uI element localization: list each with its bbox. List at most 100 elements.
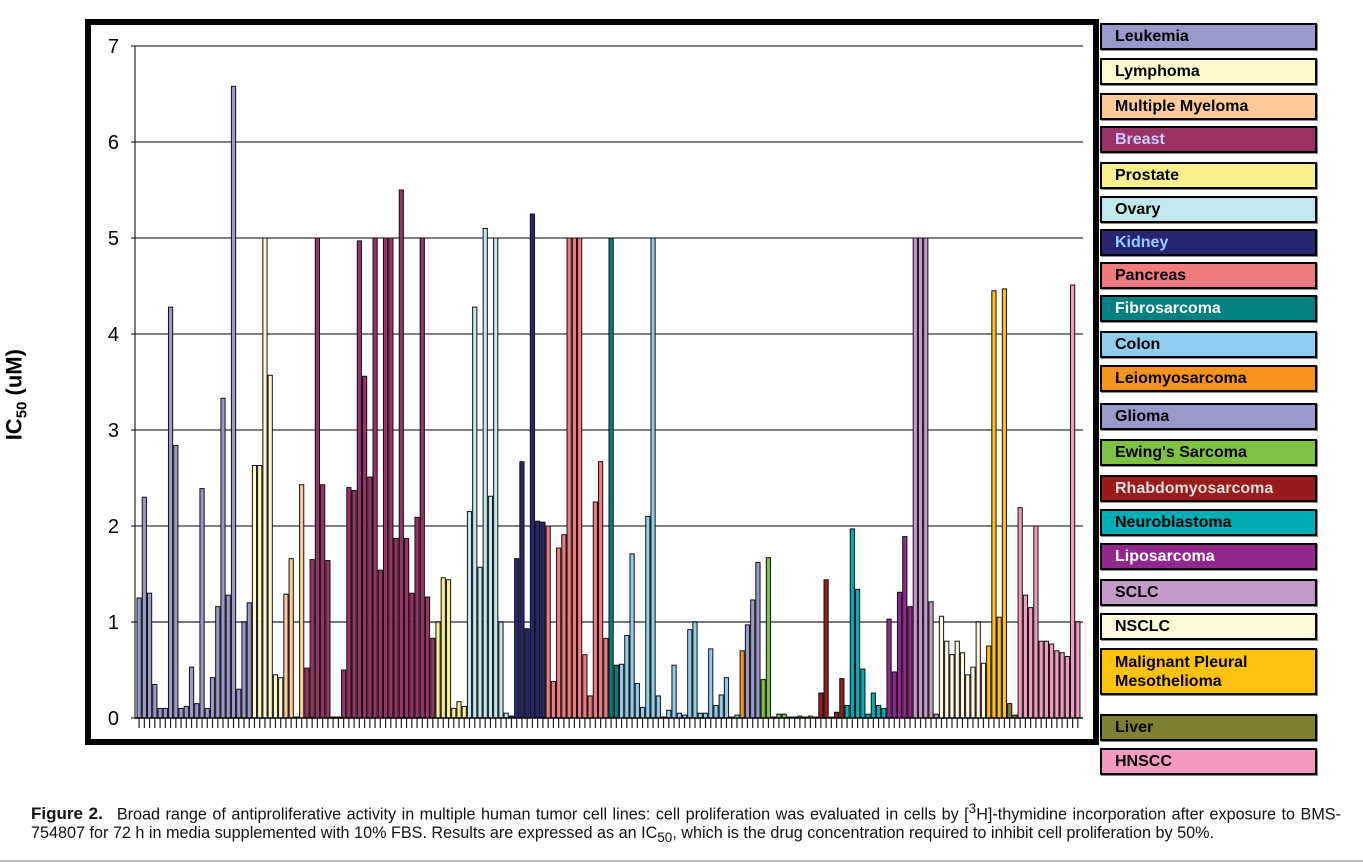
bar <box>928 601 934 719</box>
bar <box>938 615 945 719</box>
bar <box>571 237 577 719</box>
bar <box>341 669 347 719</box>
bar <box>970 666 976 719</box>
bar <box>199 488 205 719</box>
bar <box>875 705 882 719</box>
legend-label: Liver <box>1115 719 1154 736</box>
bar <box>566 237 572 719</box>
legend-label: Neuroblastoma <box>1115 514 1232 531</box>
bar <box>288 558 294 719</box>
bar <box>451 707 457 719</box>
bar <box>1028 607 1034 719</box>
bar <box>167 306 174 719</box>
bar <box>713 705 719 719</box>
legend-item: Lymphoma <box>1100 58 1317 85</box>
y-tick-label: 6 <box>108 132 119 154</box>
legend-label-line: Malignant Pleural <box>1115 653 1248 671</box>
bar <box>598 461 604 719</box>
legend-label: Ovary <box>1115 201 1161 218</box>
bar <box>854 588 861 719</box>
legend-label: Lymphoma <box>1115 63 1200 80</box>
bar <box>849 528 855 719</box>
y-tick-label: 1 <box>108 612 119 634</box>
legend-item: NSCLC <box>1100 613 1317 640</box>
legend-label: Leiomyosarcoma <box>1115 370 1247 387</box>
legend-label: Leukemia <box>1115 28 1189 45</box>
bar <box>477 566 483 719</box>
bar <box>272 674 279 719</box>
bar <box>634 682 640 719</box>
bar <box>367 476 373 719</box>
bar <box>519 461 525 719</box>
bar <box>760 679 766 719</box>
bar <box>309 559 315 719</box>
bar <box>445 579 452 719</box>
bar <box>236 688 242 719</box>
bar <box>351 489 357 719</box>
bar <box>204 707 210 719</box>
bar <box>424 596 431 719</box>
bar <box>325 560 331 719</box>
y-axis-label-unit: (uM) <box>1 349 27 402</box>
bar <box>377 569 383 719</box>
legend-label: Glioma <box>1115 408 1170 425</box>
bar <box>954 640 960 719</box>
legend-item: Fibrosarcoma <box>1100 295 1317 322</box>
legend-item: SCLC <box>1100 579 1317 606</box>
legend-label: Multiple Myeloma <box>1115 98 1249 115</box>
bar <box>923 237 929 719</box>
bar <box>765 557 772 719</box>
legend-label: Malignant Pleural Mesothelioma <box>1115 653 1247 691</box>
bar <box>194 703 200 719</box>
bar <box>188 666 195 719</box>
bar <box>524 628 530 719</box>
legend-label: Ewing's Sarcoma <box>1115 444 1247 461</box>
y-axis-label-main: IC <box>1 418 27 441</box>
bar <box>896 591 903 719</box>
legend-label-line: Mesothelioma <box>1115 672 1222 690</box>
legend-label: NSCLC <box>1115 618 1171 635</box>
caption-text-1: Broad range of antiproliferative activit… <box>116 805 969 824</box>
bar <box>655 695 661 719</box>
bar <box>146 592 153 719</box>
bar <box>220 397 226 719</box>
bar <box>550 681 557 719</box>
legend-label: Breast <box>1115 131 1165 148</box>
bar <box>251 465 258 719</box>
bar <box>755 561 761 719</box>
bar <box>944 640 950 719</box>
legend-label: Colon <box>1115 336 1161 353</box>
legend-item: Ewing's Sarcoma <box>1100 439 1317 466</box>
bar <box>708 648 714 719</box>
bar <box>152 683 158 719</box>
bar <box>278 677 284 719</box>
legend-item: Leiomyosarcoma <box>1100 365 1317 392</box>
bar <box>320 484 326 719</box>
bar <box>314 237 321 719</box>
bar <box>823 579 829 719</box>
legend-label: Fibrosarcoma <box>1115 300 1221 317</box>
bar <box>666 709 672 719</box>
bar <box>902 536 908 719</box>
bar <box>603 637 609 719</box>
bar <box>818 692 824 719</box>
legend-label: Prostate <box>1115 167 1180 184</box>
legend-label: Pancreas <box>1115 267 1187 284</box>
bar <box>414 516 420 719</box>
bar <box>624 634 630 719</box>
bar <box>267 374 273 719</box>
bar <box>141 496 147 719</box>
y-axis-label: IC50 (uM) <box>1 325 30 465</box>
chart-frame: 0 1 2 3 4 5 6 7 <box>85 19 1099 745</box>
bar <box>430 637 436 719</box>
bar <box>487 495 494 719</box>
bar <box>173 444 179 719</box>
bar <box>881 707 887 719</box>
bar <box>671 664 677 719</box>
bar <box>975 621 981 719</box>
bar <box>162 707 168 719</box>
caption-subscript: 50 <box>657 830 673 846</box>
bar <box>629 553 635 719</box>
bar <box>398 189 404 719</box>
bar <box>592 501 598 719</box>
